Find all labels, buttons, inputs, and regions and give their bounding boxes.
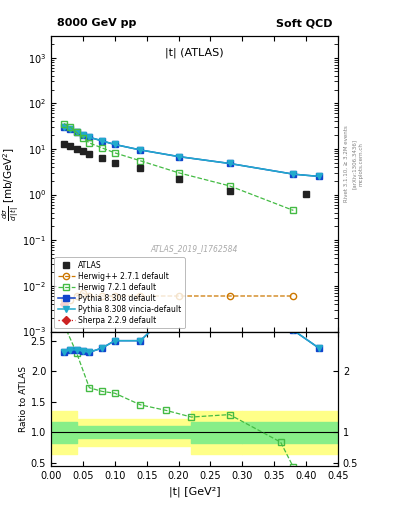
ATLAS bbox=[100, 155, 105, 161]
Herwig++ 2.7.1 default bbox=[81, 290, 85, 296]
Pythia 8.308 vincia-default bbox=[316, 174, 321, 180]
Line: Herwig 7.2.1 default: Herwig 7.2.1 default bbox=[61, 120, 296, 214]
Pythia 8.308 vincia-default bbox=[138, 147, 143, 153]
Herwig++ 2.7.1 default bbox=[291, 293, 296, 299]
Pythia 8.308 vincia-default bbox=[291, 171, 296, 177]
Herwig 7.2.1 default bbox=[74, 130, 79, 136]
Herwig 7.2.1 default bbox=[100, 145, 105, 151]
Pythia 8.308 vincia-default bbox=[74, 129, 79, 135]
Pythia 8.308 default bbox=[81, 132, 85, 138]
Herwig 7.2.1 default bbox=[81, 135, 85, 141]
ATLAS bbox=[112, 160, 117, 166]
Pythia 8.308 default bbox=[74, 129, 79, 135]
Text: 8000 GeV pp: 8000 GeV pp bbox=[57, 18, 136, 29]
Pythia 8.308 vincia-default bbox=[61, 124, 66, 130]
Text: mcplots.cern.ch: mcplots.cern.ch bbox=[358, 142, 364, 186]
Pythia 8.308 vincia-default bbox=[68, 126, 73, 132]
Pythia 8.308 default bbox=[291, 171, 296, 177]
Herwig++ 2.7.1 default bbox=[138, 293, 143, 299]
Text: |t| (ATLAS): |t| (ATLAS) bbox=[165, 48, 224, 58]
Herwig++ 2.7.1 default bbox=[61, 296, 66, 303]
Pythia 8.308 default bbox=[112, 141, 117, 147]
Pythia 8.308 default bbox=[87, 134, 92, 140]
Line: Herwig++ 2.7.1 default: Herwig++ 2.7.1 default bbox=[61, 290, 296, 303]
Y-axis label: Ratio to ATLAS: Ratio to ATLAS bbox=[19, 366, 28, 432]
Herwig++ 2.7.1 default bbox=[87, 293, 92, 299]
Text: Soft QCD: Soft QCD bbox=[276, 18, 332, 29]
Legend: ATLAS, Herwig++ 2.7.1 default, Herwig 7.2.1 default, Pythia 8.308 default, Pythi: ATLAS, Herwig++ 2.7.1 default, Herwig 7.… bbox=[54, 257, 185, 329]
Herwig 7.2.1 default bbox=[138, 158, 143, 164]
Pythia 8.308 default bbox=[138, 147, 143, 153]
Line: ATLAS: ATLAS bbox=[61, 141, 309, 197]
Herwig 7.2.1 default bbox=[291, 207, 296, 214]
Pythia 8.308 vincia-default bbox=[112, 141, 117, 147]
Herwig++ 2.7.1 default bbox=[176, 293, 181, 299]
Text: ATLAS_2019_I1762584: ATLAS_2019_I1762584 bbox=[151, 244, 238, 253]
Herwig++ 2.7.1 default bbox=[112, 293, 117, 299]
Herwig 7.2.1 default bbox=[61, 120, 66, 126]
Herwig 7.2.1 default bbox=[176, 169, 181, 176]
Herwig 7.2.1 default bbox=[112, 150, 117, 156]
Pythia 8.308 vincia-default bbox=[81, 132, 85, 138]
Pythia 8.308 default bbox=[227, 160, 232, 166]
Line: Pythia 8.308 vincia-default: Pythia 8.308 vincia-default bbox=[61, 124, 322, 180]
ATLAS bbox=[227, 188, 232, 194]
Pythia 8.308 default bbox=[61, 124, 66, 130]
Pythia 8.308 vincia-default bbox=[227, 160, 232, 166]
Herwig++ 2.7.1 default bbox=[227, 293, 232, 299]
ATLAS bbox=[87, 151, 92, 157]
ATLAS bbox=[304, 190, 309, 197]
Herwig 7.2.1 default bbox=[87, 140, 92, 146]
Pythia 8.308 vincia-default bbox=[100, 138, 105, 144]
Herwig++ 2.7.1 default bbox=[100, 293, 105, 299]
Y-axis label: $\frac{d\sigma}{d\,|t|}$ [mb/GeV$^2$]: $\frac{d\sigma}{d\,|t|}$ [mb/GeV$^2$] bbox=[0, 146, 21, 221]
ATLAS bbox=[138, 165, 143, 171]
Pythia 8.308 default bbox=[68, 126, 73, 132]
ATLAS bbox=[61, 141, 66, 147]
Pythia 8.308 vincia-default bbox=[87, 134, 92, 140]
ATLAS bbox=[68, 143, 73, 149]
Pythia 8.308 default bbox=[316, 174, 321, 180]
Pythia 8.308 default bbox=[100, 138, 105, 144]
Herwig 7.2.1 default bbox=[227, 183, 232, 189]
Text: Rivet 3.1.10, ≥ 3.2M events: Rivet 3.1.10, ≥ 3.2M events bbox=[344, 125, 349, 202]
Pythia 8.308 default bbox=[176, 154, 181, 160]
X-axis label: |t| [GeV²]: |t| [GeV²] bbox=[169, 486, 220, 497]
ATLAS bbox=[81, 148, 85, 155]
Line: Pythia 8.308 default: Pythia 8.308 default bbox=[61, 124, 321, 179]
Herwig++ 2.7.1 default bbox=[68, 296, 73, 303]
Herwig++ 2.7.1 default bbox=[74, 293, 79, 299]
Pythia 8.308 vincia-default bbox=[176, 154, 181, 160]
ATLAS bbox=[74, 146, 79, 152]
ATLAS bbox=[176, 176, 181, 182]
Text: [arXiv:1306.3436]: [arXiv:1306.3436] bbox=[352, 139, 357, 189]
Herwig 7.2.1 default bbox=[68, 124, 73, 130]
